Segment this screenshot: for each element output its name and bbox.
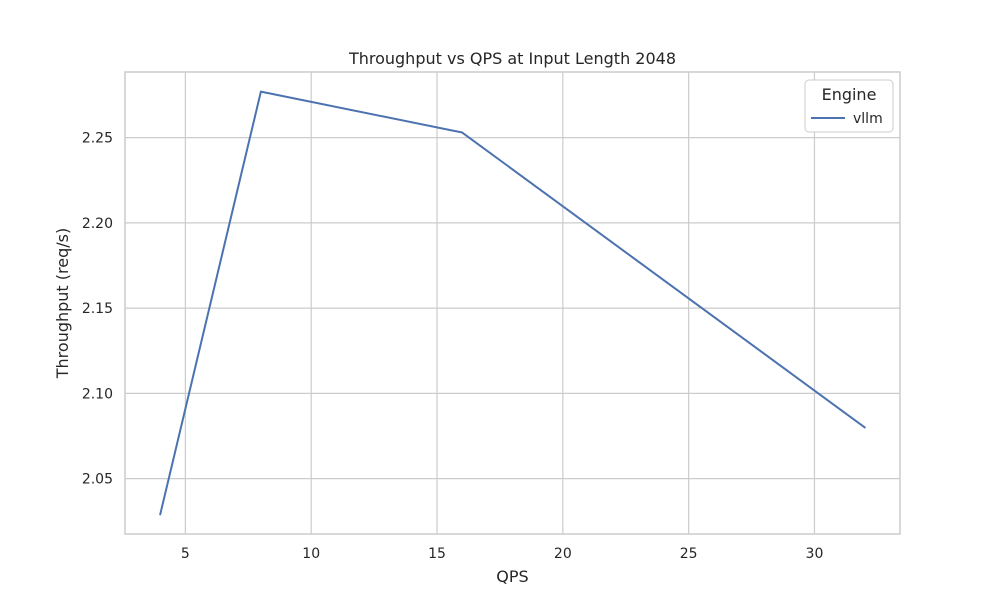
x-tick-label: 30 xyxy=(806,546,824,562)
series-layer xyxy=(159,90,866,516)
legend-title: Engine xyxy=(822,85,877,104)
x-tick-label: 10 xyxy=(302,546,320,562)
y-tick-label: 2.15 xyxy=(82,301,113,317)
grid-layer xyxy=(125,72,900,534)
x-tick-label: 25 xyxy=(680,546,698,562)
x-tick-label: 15 xyxy=(428,546,446,562)
x-tick-label: 20 xyxy=(554,546,572,562)
chart-title: Throughput vs QPS at Input Length 2048 xyxy=(348,49,676,68)
y-tick-label: 2.25 xyxy=(82,131,113,147)
y-axis-label: Throughput (req/s) xyxy=(53,228,72,379)
series-line-vllm xyxy=(159,90,866,516)
y-tick-label: 2.10 xyxy=(82,386,113,402)
x-tick-label: 5 xyxy=(181,546,190,562)
y-tick-label: 2.20 xyxy=(82,216,113,232)
x-axis-label: QPS xyxy=(496,567,528,586)
plot-frame xyxy=(124,71,901,535)
y-tick-label: 2.05 xyxy=(82,472,113,488)
legend: Engine vllm xyxy=(804,79,894,133)
legend-label-vllm: vllm xyxy=(853,111,883,127)
tick-layer: 5 10 15 20 25 30 2.05 2.10 2.15 2.20 2.25 xyxy=(82,131,824,562)
